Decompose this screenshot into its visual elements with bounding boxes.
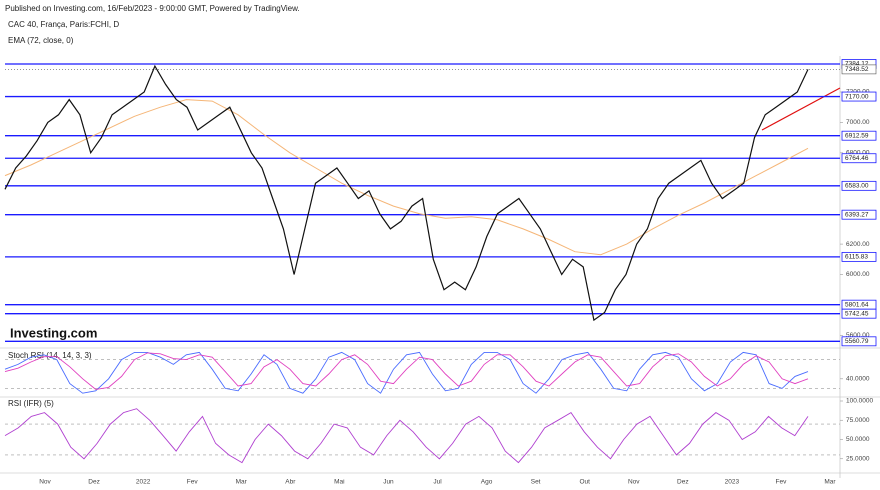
x-tick-label: Ago xyxy=(481,479,493,486)
level-label: 6583.00 xyxy=(845,183,869,190)
y-tick-label: 40.0000 xyxy=(846,376,870,383)
level-label-box xyxy=(841,91,877,102)
level-label-box xyxy=(841,251,877,262)
symbol-title: CAC 40, França, Paris:FCHI, D xyxy=(8,20,119,29)
level-label: 5742.45 xyxy=(845,310,869,317)
indicator-line xyxy=(4,351,809,394)
x-tick-label: Dez xyxy=(677,479,689,486)
level-label-box xyxy=(841,209,877,220)
y-tick-label: 6800.00 xyxy=(846,150,870,157)
indicator-line xyxy=(4,408,809,464)
x-tick-label: Mar xyxy=(236,479,248,486)
level-label: 6764.46 xyxy=(845,155,869,162)
price-line xyxy=(4,64,809,322)
logo: Investing.com xyxy=(10,325,97,340)
y-tick-label: 5600.00 xyxy=(846,332,870,339)
x-tick-label: Dez xyxy=(88,479,100,486)
indicator-line xyxy=(4,352,809,390)
y-tick-label: 100.0000 xyxy=(846,398,873,405)
x-tick-label: Fev xyxy=(776,479,788,486)
y-tick-label: 50.0000 xyxy=(846,436,870,443)
x-tick-label: 2023 xyxy=(725,479,740,486)
level-label-box xyxy=(841,130,877,141)
x-tick-label: Fev xyxy=(187,479,199,486)
current-price-box xyxy=(841,64,877,75)
level-label: 7170.00 xyxy=(845,93,869,100)
ema-line xyxy=(4,99,809,256)
trend-line xyxy=(761,87,841,131)
level-label: 6393.27 xyxy=(845,211,869,218)
x-tick-label: Jun xyxy=(383,479,394,486)
y-tick-label: 25.0000 xyxy=(846,455,870,462)
level-label: 5560.79 xyxy=(845,338,869,345)
indicator-label: EMA (72, close, 0) xyxy=(8,36,74,45)
x-tick-label: Jul xyxy=(433,479,442,486)
x-tick-label: Nov xyxy=(39,479,51,486)
x-tick-label: Mai xyxy=(334,479,344,486)
x-tick-label: Set xyxy=(531,479,541,486)
level-label: 5801.64 xyxy=(845,301,869,308)
y-tick-label: 6000.00 xyxy=(846,271,870,278)
x-tick-label: Out xyxy=(579,479,590,486)
level-label-box xyxy=(841,308,877,319)
stoch-title: Stoch RSI (14, 14, 3, 3) xyxy=(8,351,92,360)
y-tick-label: 75.0000 xyxy=(846,417,870,424)
y-tick-label: 7000.00 xyxy=(846,119,870,126)
rsi-title: RSI (IFR) (5) xyxy=(8,399,54,408)
x-tick-label: 2022 xyxy=(136,479,151,486)
level-label: 7384.12 xyxy=(845,61,869,68)
x-tick-label: Mar xyxy=(824,479,836,486)
level-label-box xyxy=(841,336,877,347)
x-tick-label: Nov xyxy=(628,479,640,486)
level-label: 6115.83 xyxy=(845,254,868,261)
current-price-label: 7348.52 xyxy=(845,66,869,73)
x-tick-label: Abr xyxy=(285,479,296,486)
level-label-box xyxy=(841,153,877,164)
level-label: 6912.59 xyxy=(845,132,869,139)
level-label-box xyxy=(841,180,877,191)
published-note: Published on Investing.com, 16/Feb/2023 … xyxy=(5,4,300,13)
y-tick-label: 6200.00 xyxy=(846,241,870,248)
